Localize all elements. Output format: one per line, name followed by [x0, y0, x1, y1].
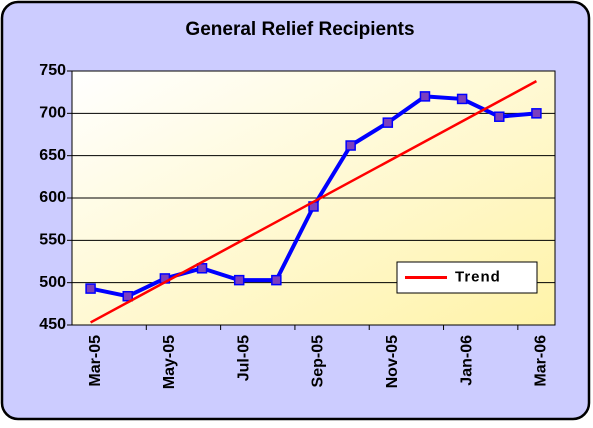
x-tick-label: Jul-05	[235, 335, 252, 381]
marker	[271, 274, 282, 286]
marker	[345, 140, 356, 151]
marker	[531, 108, 542, 119]
x-tick-label: Mar-06	[533, 335, 550, 387]
marker	[382, 117, 394, 128]
y-tick-label: 600	[39, 189, 66, 206]
marker	[456, 93, 468, 105]
chart-title: General Relief Recipients	[185, 19, 414, 40]
marker	[85, 283, 96, 294]
x-tick-label: Nov-05	[384, 335, 401, 388]
legend-label: Trend	[455, 268, 501, 285]
x-tick-label: Sep-05	[310, 335, 327, 388]
marker	[419, 91, 431, 102]
marker	[494, 111, 505, 122]
y-tick-label: 550	[39, 232, 66, 249]
y-tick-label: 700	[39, 105, 66, 122]
y-tick-label: 650	[39, 147, 66, 164]
x-tick-label: May-05	[161, 335, 178, 389]
series-line	[89, 80, 538, 324]
y-tick-label: 500	[39, 274, 66, 291]
y-tick-label: 450	[39, 316, 66, 333]
marker	[122, 290, 133, 302]
marker	[233, 274, 245, 286]
y-tick-label: 750	[39, 62, 66, 79]
marker	[196, 263, 208, 274]
x-tick-label: Jan-06	[458, 335, 475, 386]
x-tick-label: Mar-05	[87, 335, 104, 387]
